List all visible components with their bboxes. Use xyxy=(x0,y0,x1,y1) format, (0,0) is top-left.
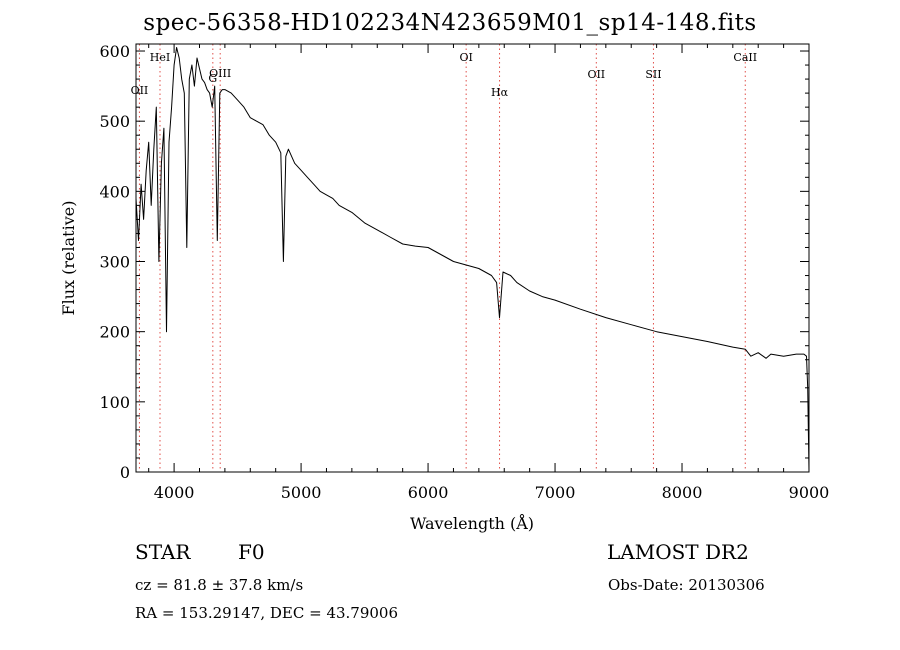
y-tick-label: 600 xyxy=(99,42,130,61)
object-subclass: F0 xyxy=(238,540,265,564)
x-tick-label: 4000 xyxy=(154,483,195,502)
line-marker-label: OIII xyxy=(209,67,231,80)
y-tick-label: 0 xyxy=(120,463,130,482)
line-marker-label: CaII xyxy=(733,51,757,64)
object-class: STAR xyxy=(135,540,191,564)
y-tick-label: 300 xyxy=(99,253,130,272)
line-marker-label: OII xyxy=(131,84,149,97)
survey-name: LAMOST DR2 xyxy=(607,540,749,564)
y-tick-label: 100 xyxy=(99,393,130,412)
y-tick-label: 200 xyxy=(99,323,130,342)
y-tick-label: 500 xyxy=(99,112,130,131)
axis-ticks: 4000 5000 6000 7000 8000 9000 0 100 200 300 400 500… xyxy=(99,42,829,502)
observation-date: Obs-Date: 20130306 xyxy=(608,576,765,594)
line-marker-label: Hα xyxy=(491,86,509,99)
spectrum-series xyxy=(135,47,810,473)
x-tick-label: 6000 xyxy=(408,483,449,502)
x-tick-label: 7000 xyxy=(535,483,576,502)
chart-title: spec-56358-HD102234N423659M01_sp14-148.f… xyxy=(143,10,757,36)
line-marker-label: OI xyxy=(459,51,472,64)
y-axis-label: Flux (relative) xyxy=(59,201,78,316)
plot-frame xyxy=(135,43,810,473)
line-marker-label: HeI xyxy=(150,51,170,64)
x-tick-label: 5000 xyxy=(281,483,322,502)
x-tick-label: 9000 xyxy=(789,483,830,502)
y-tick-label: 400 xyxy=(99,182,130,201)
line-marker-label: OII xyxy=(587,68,605,81)
ra-dec-coordinates: RA = 153.29147, DEC = 43.79006 xyxy=(135,604,399,622)
redshift-velocity: cz = 81.8 ± 37.8 km/s xyxy=(135,576,304,594)
x-tick-label: 8000 xyxy=(662,483,703,502)
line-marker-label: G xyxy=(208,72,217,85)
x-axis-label: Wavelength (Å) xyxy=(410,513,534,533)
line-marker-label: SII xyxy=(645,68,661,81)
spectrum-line xyxy=(135,47,810,473)
